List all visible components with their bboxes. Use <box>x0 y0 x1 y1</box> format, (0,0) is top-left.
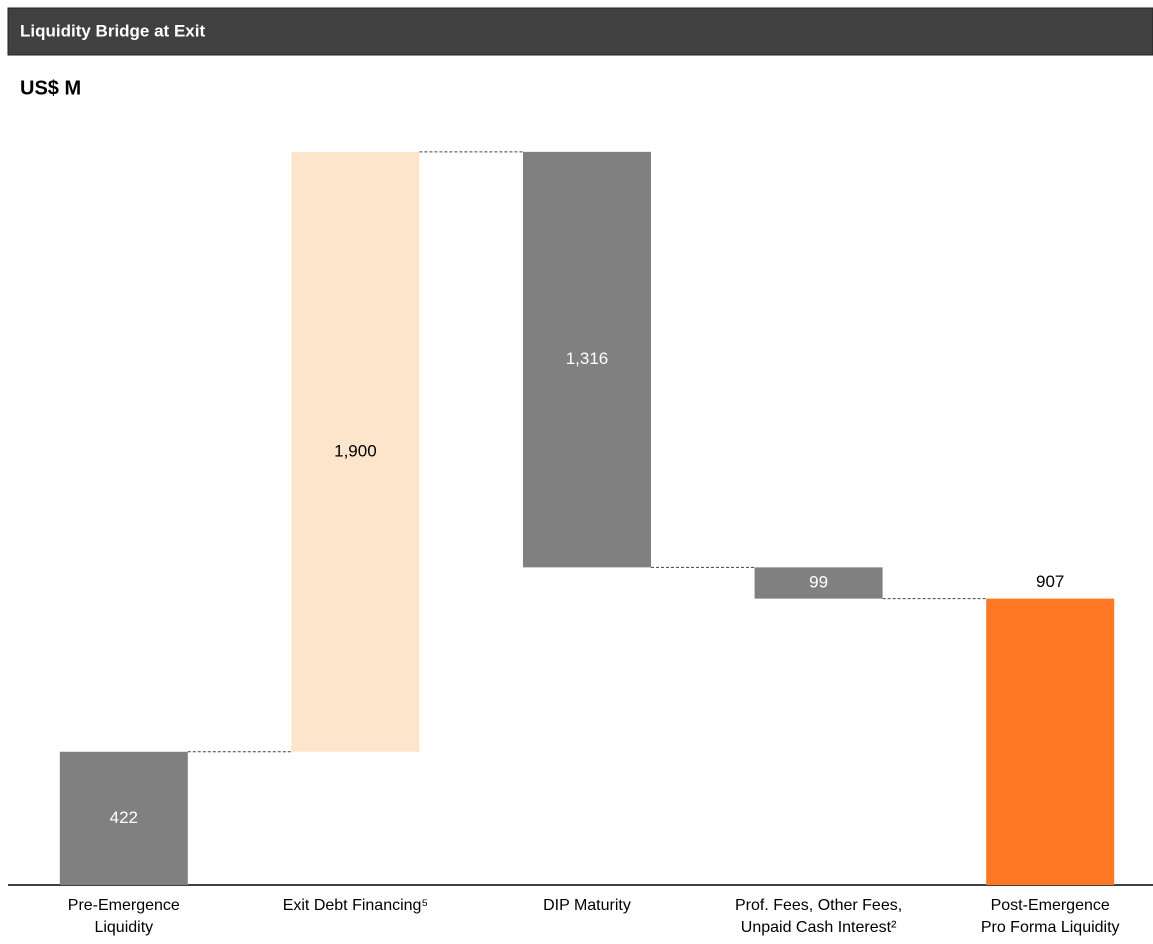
value-label: 1,316 <box>566 349 609 368</box>
value-label: 1,900 <box>334 441 377 460</box>
value-label: 907 <box>1036 572 1064 591</box>
x-tick-label: Prof. Fees, Other Fees, Unpaid Cash Inte… <box>735 897 903 936</box>
header-bar <box>7 7 1153 56</box>
x-tick-label: Exit Debt Financing⁵ <box>282 897 429 914</box>
x-tick-label: Post-Emergence Pro Forma Liquidity <box>980 897 1120 936</box>
x-tick-label: DIP Maturity <box>543 897 631 914</box>
chart-subtitle: US$ M <box>20 77 81 99</box>
x-tick-label: Pre-Emergence Liquidity <box>67 897 180 936</box>
bar <box>59 751 188 885</box>
bar <box>291 151 420 752</box>
value-label: 422 <box>110 808 138 827</box>
value-label: 99 <box>809 572 828 591</box>
header-title: Liquidity Bridge at Exit <box>20 21 205 40</box>
bar <box>986 598 1115 885</box>
bar <box>754 567 883 599</box>
bar <box>523 151 651 568</box>
